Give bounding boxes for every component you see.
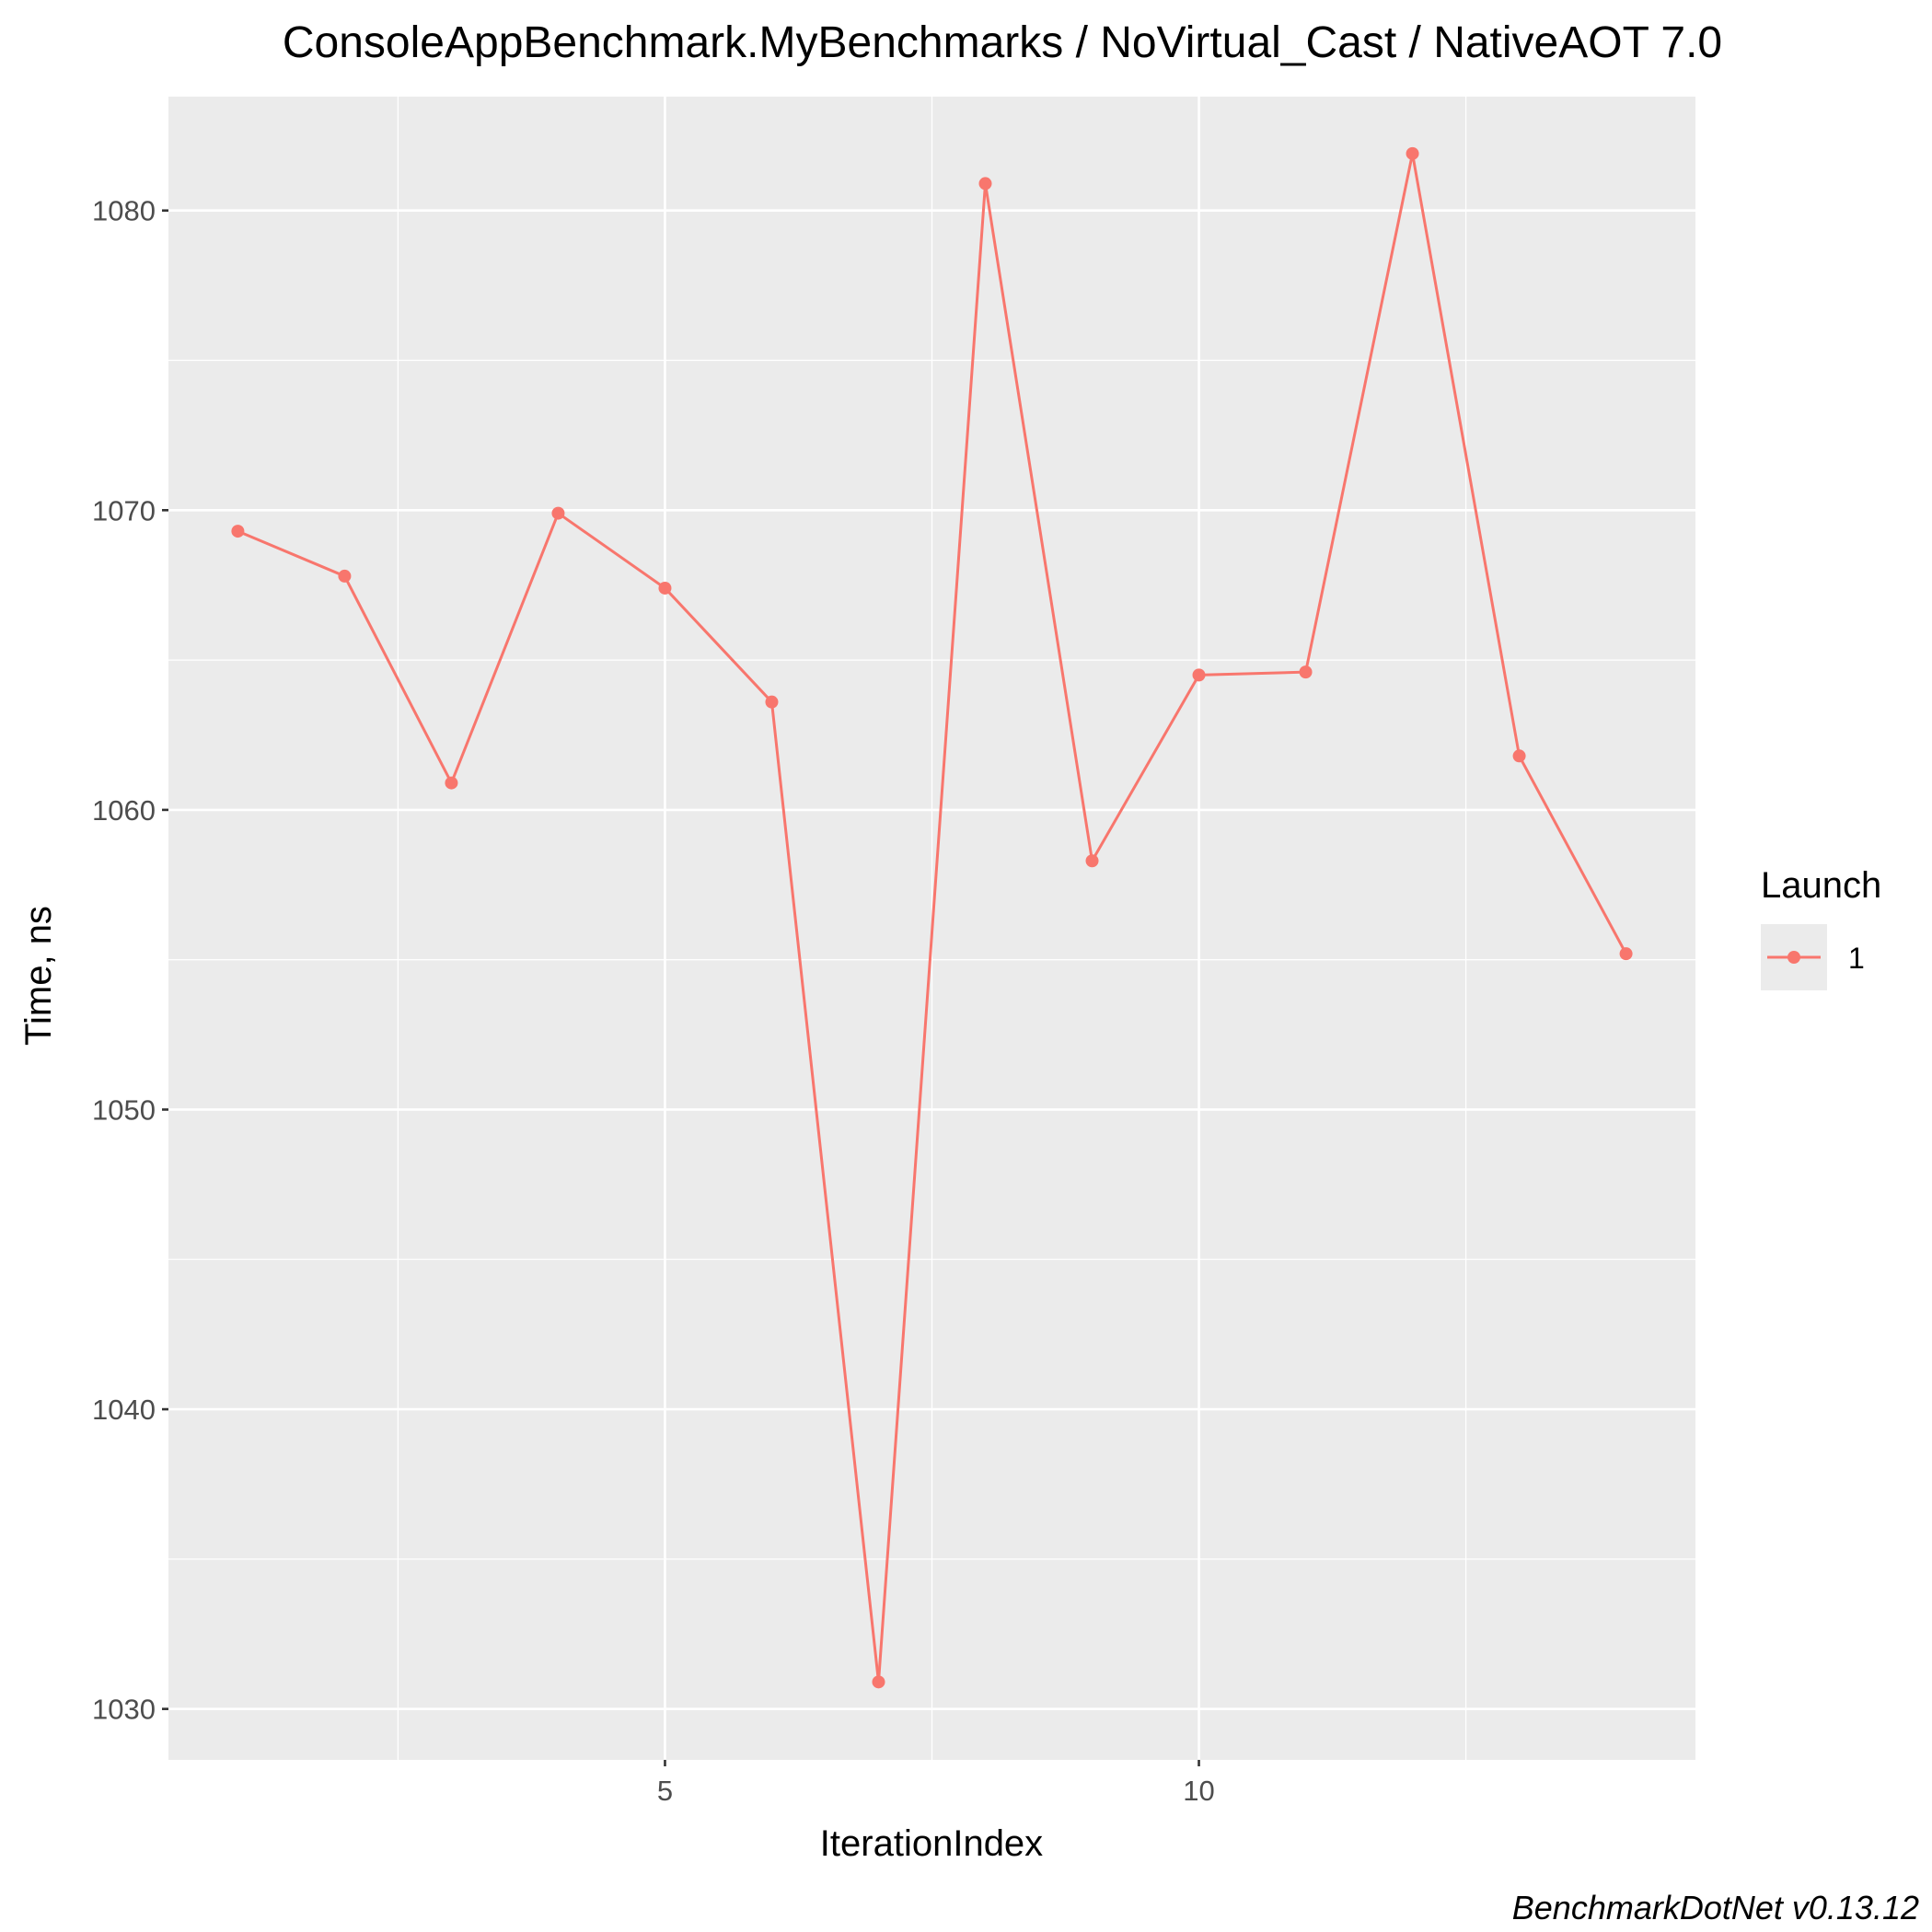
y-tick-label: 1080 bbox=[92, 195, 156, 227]
series-line-segment bbox=[449, 512, 560, 785]
legend-title: Launch bbox=[1761, 865, 1881, 906]
series-1-points-group bbox=[231, 146, 1633, 1689]
data-point bbox=[231, 525, 245, 538]
series-line-segment bbox=[1304, 152, 1415, 674]
major-gridlines bbox=[168, 97, 1695, 1760]
data-point bbox=[872, 1675, 885, 1689]
data-point bbox=[551, 506, 565, 520]
data-point bbox=[1299, 665, 1313, 679]
legend: Launch 1 bbox=[1761, 865, 1881, 990]
data-point bbox=[1512, 749, 1526, 763]
y-axis: 1030 1040 1050 1060 1070 1080 bbox=[92, 195, 168, 1726]
x-axis: 5 10 bbox=[657, 1760, 1215, 1807]
x-tick-label: 10 bbox=[1183, 1775, 1214, 1807]
series-line-segment bbox=[663, 586, 773, 704]
y-tick-label: 1060 bbox=[92, 794, 156, 827]
data-point bbox=[658, 581, 672, 595]
data-point bbox=[1192, 668, 1206, 682]
y-tick-label: 1040 bbox=[92, 1394, 156, 1426]
data-point bbox=[765, 695, 779, 709]
series-line-segment bbox=[1518, 754, 1628, 955]
series-line-segment bbox=[342, 574, 453, 785]
series-line-segment bbox=[236, 529, 346, 578]
y-tick-label: 1050 bbox=[92, 1093, 156, 1126]
series-line-segment bbox=[556, 512, 666, 590]
data-point bbox=[338, 569, 352, 583]
data-point bbox=[445, 776, 458, 790]
series-line-segment bbox=[876, 181, 988, 1683]
chart-title: ConsoleAppBenchmark.MyBenchmarks / NoVir… bbox=[283, 18, 1722, 67]
series-line-segment bbox=[769, 700, 880, 1683]
y-tick-label: 1030 bbox=[92, 1694, 156, 1726]
x-axis-title: IterationIndex bbox=[820, 1823, 1043, 1864]
x-tick-label: 5 bbox=[657, 1775, 673, 1807]
legend-label-series-1: 1 bbox=[1848, 942, 1865, 975]
legend-key-point bbox=[1787, 951, 1800, 964]
series-line-segment bbox=[1411, 152, 1521, 758]
series-1-line-group bbox=[236, 152, 1628, 1683]
data-point bbox=[1406, 146, 1419, 160]
series-line-segment bbox=[1197, 670, 1308, 677]
series-line-segment bbox=[1091, 673, 1201, 862]
data-point bbox=[1619, 947, 1633, 961]
caption: BenchmarkDotNet v0.13.12 bbox=[1512, 1889, 1919, 1926]
data-point bbox=[1085, 854, 1099, 868]
series-line-segment bbox=[984, 181, 1094, 862]
data-point bbox=[978, 177, 992, 191]
y-axis-title: Time, ns bbox=[18, 906, 59, 1046]
y-tick-label: 1070 bbox=[92, 494, 156, 526]
